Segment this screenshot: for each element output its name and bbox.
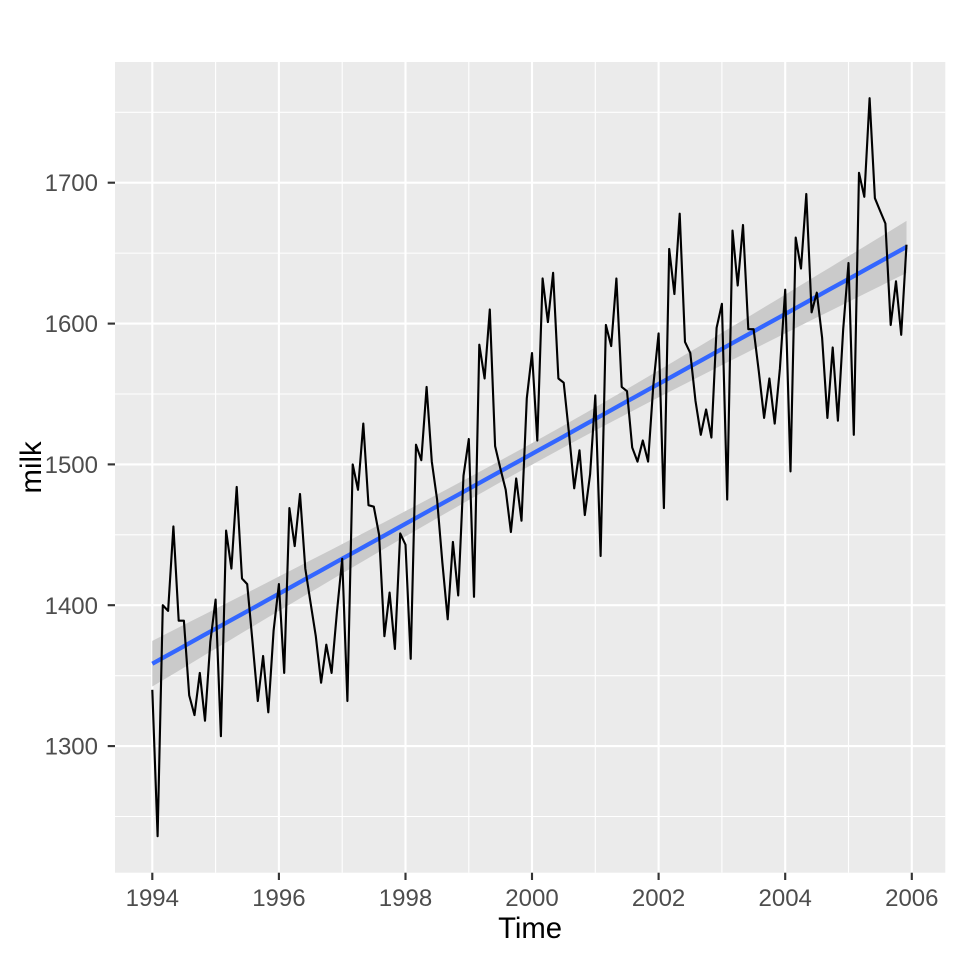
svg-text:2004: 2004 (759, 885, 812, 912)
svg-text:1996: 1996 (252, 885, 305, 912)
svg-text:1600: 1600 (45, 311, 98, 338)
svg-text:2002: 2002 (632, 885, 685, 912)
svg-text:1400: 1400 (45, 593, 98, 620)
svg-text:1998: 1998 (379, 885, 432, 912)
svg-text:1500: 1500 (45, 452, 98, 479)
svg-text:Time: Time (498, 912, 562, 945)
svg-text:1994: 1994 (126, 885, 179, 912)
svg-text:2006: 2006 (885, 885, 938, 912)
svg-text:1700: 1700 (45, 170, 98, 197)
svg-text:milk: milk (15, 441, 48, 493)
svg-text:2000: 2000 (505, 885, 558, 912)
svg-text:1300: 1300 (45, 734, 98, 761)
